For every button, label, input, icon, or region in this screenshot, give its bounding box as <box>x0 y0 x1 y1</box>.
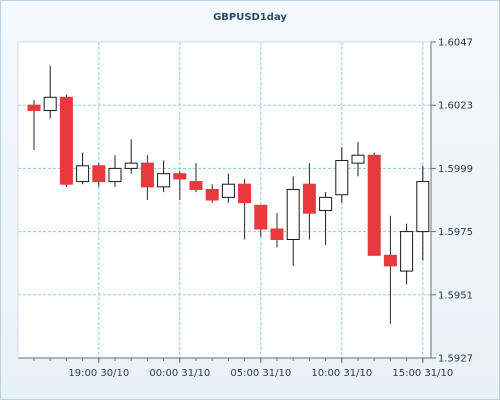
candle-body-up <box>319 196 333 212</box>
candle <box>238 178 252 240</box>
candle-body-down <box>254 204 268 230</box>
candle <box>367 152 381 256</box>
y-tick-label: 1.5927 <box>438 354 473 365</box>
y-tick-label: 1.5951 <box>438 290 473 301</box>
candle <box>351 142 365 177</box>
candle-body-down <box>270 228 284 240</box>
y-tick-label: 1.5975 <box>438 227 473 238</box>
candle <box>400 223 414 285</box>
candles-layer <box>27 65 430 324</box>
x-tick-label: 10:00 31/10 <box>311 368 372 379</box>
x-tick-label: 00:00 31/10 <box>149 368 210 379</box>
candle <box>335 147 349 203</box>
candle <box>254 204 268 237</box>
candle <box>92 163 106 187</box>
candle <box>383 215 397 324</box>
chart-title: GBPUSD1day <box>213 12 287 23</box>
candle <box>319 192 333 245</box>
candle-body-up <box>157 173 171 188</box>
candle <box>43 65 57 119</box>
y-tick-label: 1.6023 <box>438 101 473 112</box>
candle <box>140 155 154 200</box>
candle-body-up <box>124 162 138 169</box>
candle-body-up <box>416 181 430 233</box>
candle-body-up <box>76 165 90 183</box>
candle-body-down <box>92 165 106 183</box>
candle-body-up <box>400 231 414 272</box>
y-tick-label: 1.5999 <box>438 164 473 175</box>
candle-body-up <box>43 96 57 111</box>
candle-body-down <box>140 162 154 188</box>
x-tick-label: 05:00 31/10 <box>230 368 291 379</box>
candle-body-up <box>286 188 300 240</box>
candle-body-down <box>173 173 187 180</box>
candle <box>302 163 316 240</box>
candle-body-up <box>221 183 235 198</box>
candle-body-down <box>383 254 397 267</box>
candle-body-down <box>367 154 381 256</box>
candle <box>76 152 90 185</box>
candle <box>173 171 187 200</box>
x-tick-label: 15:00 31/10 <box>392 368 453 379</box>
candle-body-down <box>238 183 252 204</box>
candle <box>189 163 203 193</box>
candle-body-up <box>335 160 349 196</box>
candle <box>205 184 219 203</box>
x-tick-label: 19:00 30/10 <box>68 368 129 379</box>
candle <box>157 160 171 193</box>
candle-body-down <box>189 181 203 190</box>
candle-body-up <box>351 154 365 164</box>
candle <box>124 139 138 174</box>
candle <box>286 176 300 266</box>
candle <box>27 99 41 150</box>
candle-body-down <box>302 183 316 214</box>
candle <box>270 213 284 248</box>
candle <box>416 165 430 261</box>
candle-body-up <box>108 167 122 183</box>
candle <box>221 173 235 203</box>
candle <box>59 94 73 187</box>
y-tick-label: 1.6047 <box>438 38 473 49</box>
candle-body-down <box>27 104 41 111</box>
plot-area <box>18 42 431 358</box>
candle <box>108 155 122 187</box>
candle-body-down <box>205 188 219 201</box>
axes-layer: 1.6047 1.6023 1.5999 1.5975 1.5951 1.5927 19:0… <box>17 38 473 379</box>
candle-body-down <box>59 96 73 185</box>
